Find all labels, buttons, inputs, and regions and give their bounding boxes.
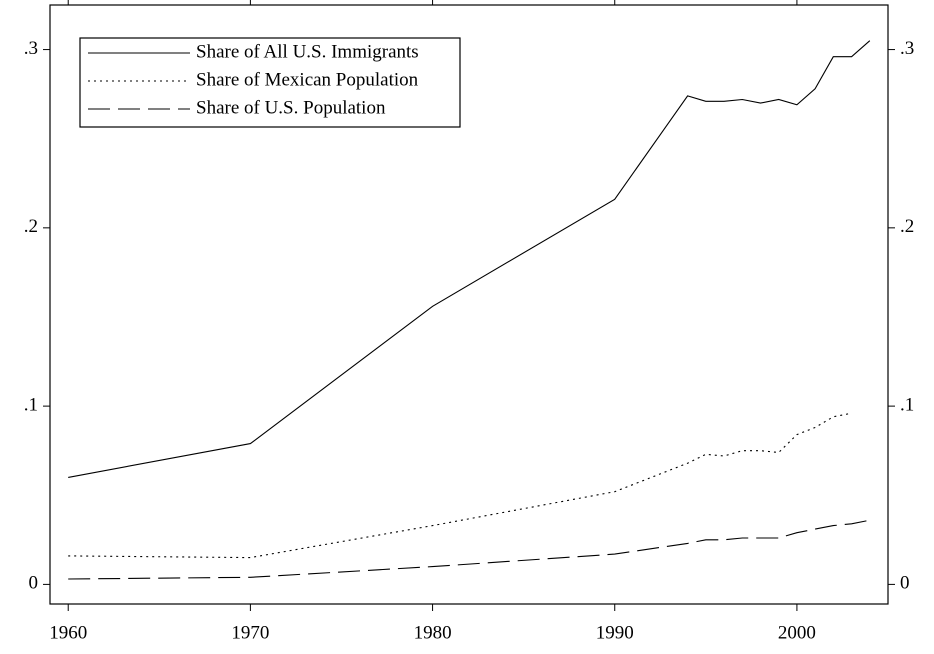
y-tick-label: 0	[29, 573, 39, 594]
y2-tick-label: .1	[900, 394, 914, 415]
y2-tick-label: .3	[900, 38, 914, 59]
y-tick-label: .1	[24, 394, 38, 415]
y2-tick-label: .2	[900, 216, 914, 237]
legend-label: Share of Mexican Population	[196, 69, 419, 90]
y2-tick-label: 0	[900, 573, 910, 594]
x-tick-label: 1980	[414, 622, 452, 643]
x-tick-label: 1970	[231, 622, 269, 643]
x-tick-label: 1960	[49, 622, 87, 643]
legend-label: Share of All U.S. Immigrants	[196, 41, 419, 62]
x-tick-label: 2000	[778, 622, 816, 643]
series-line	[68, 519, 870, 580]
series-line	[68, 40, 871, 478]
y-tick-label: .2	[24, 216, 38, 237]
y-tick-label: .3	[24, 38, 38, 59]
legend-label: Share of U.S. Population	[196, 97, 386, 118]
series-line	[68, 412, 852, 559]
plot-frame	[49, 4, 889, 605]
x-tick-label: 1990	[596, 622, 634, 643]
